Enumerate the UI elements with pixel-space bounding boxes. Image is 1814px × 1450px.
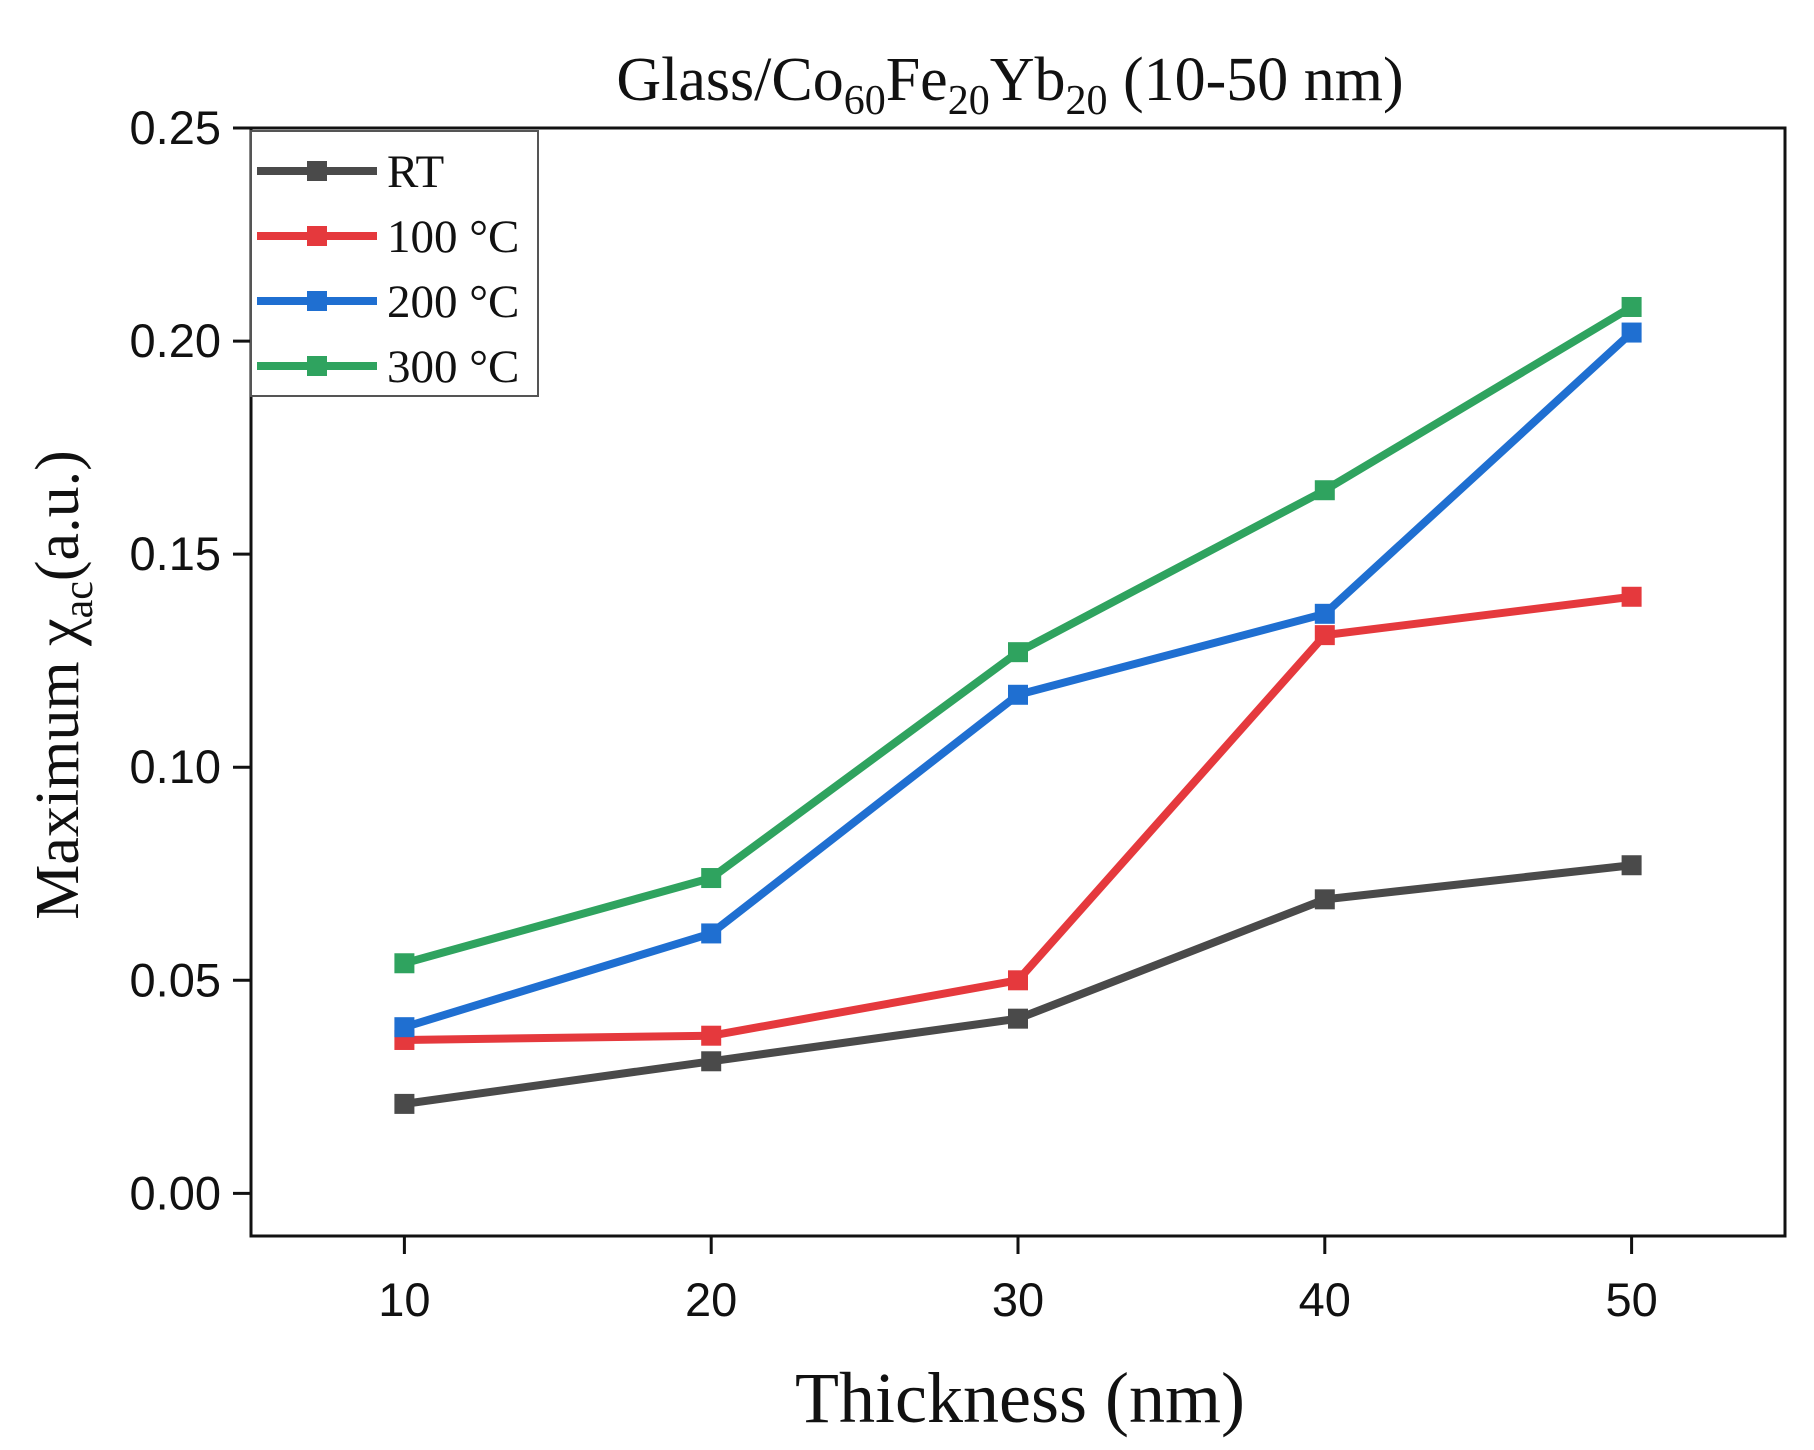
data-point [701, 1051, 722, 1072]
data-point [701, 868, 722, 889]
data-point [1314, 889, 1335, 910]
data-point [1008, 642, 1028, 663]
data-point [394, 1017, 415, 1038]
y-axis-label: Maximum χac(a.u.) [24, 450, 102, 919]
legend-swatch-marker [307, 291, 327, 311]
x-axis-label: Thickness (nm) [795, 1358, 1245, 1438]
data-point [1621, 322, 1642, 343]
data-point [1621, 296, 1642, 317]
x-tick-label: 50 [1605, 1273, 1657, 1326]
series-line [400, 328, 1636, 1032]
x-tick-label: 10 [378, 1273, 430, 1326]
data-point [701, 923, 722, 944]
series-layer [394, 296, 1642, 1114]
x-axis-ticks: 10 20 30 40 50 [378, 1236, 1658, 1326]
data-point [1621, 855, 1642, 876]
data-point [394, 1093, 415, 1114]
data-point [1008, 970, 1028, 991]
y-tick-label: 0.15 [130, 527, 221, 580]
legend-label: RT [387, 146, 444, 198]
legend-entry: 200 °C [257, 276, 519, 328]
data-point [1314, 603, 1335, 624]
legend-entry: 100 °C [257, 211, 519, 263]
legend-entry: 300 °C [257, 341, 519, 393]
y-tick-label: 0.20 [130, 314, 221, 367]
legend-box [250, 130, 539, 397]
data-point [1314, 625, 1335, 646]
x-tick-label: 40 [1299, 1273, 1351, 1326]
data-point [1621, 586, 1642, 607]
series-2 [394, 586, 1642, 1050]
legend-label: 200 °C [387, 276, 519, 328]
legend-swatch-marker [307, 356, 327, 376]
x-tick-label: 30 [992, 1273, 1044, 1326]
series-1 [394, 855, 1642, 1114]
data-point [1314, 480, 1335, 501]
data-point [1008, 1008, 1028, 1029]
y-tick-label: 0.05 [130, 953, 221, 1006]
series-line [400, 302, 1636, 968]
y-tick-label: 0.10 [130, 740, 221, 793]
series-3 [394, 322, 1642, 1038]
data-point [701, 1025, 722, 1046]
legend-swatch-marker [307, 161, 327, 181]
data-point [394, 953, 415, 974]
y-tick-label: 0.00 [130, 1166, 221, 1219]
x-tick-label: 20 [685, 1273, 737, 1326]
legend-label: 300 °C [387, 341, 519, 393]
legend-entry: RT [257, 146, 444, 198]
chart-title: Glass/Co60Fe20Yb20 (10-50 nm) [616, 46, 1403, 124]
legend-swatch-marker [307, 226, 327, 246]
series-4 [394, 296, 1642, 974]
legend-label: 100 °C [387, 211, 519, 263]
y-tick-label: 0.25 [130, 101, 221, 154]
data-point [1008, 684, 1028, 705]
y-axis-ticks: 0.00 0.05 0.10 0.15 0.20 0.25 [130, 101, 251, 1219]
legend: RT 100 °C 200 °C 300 °C [250, 130, 539, 397]
